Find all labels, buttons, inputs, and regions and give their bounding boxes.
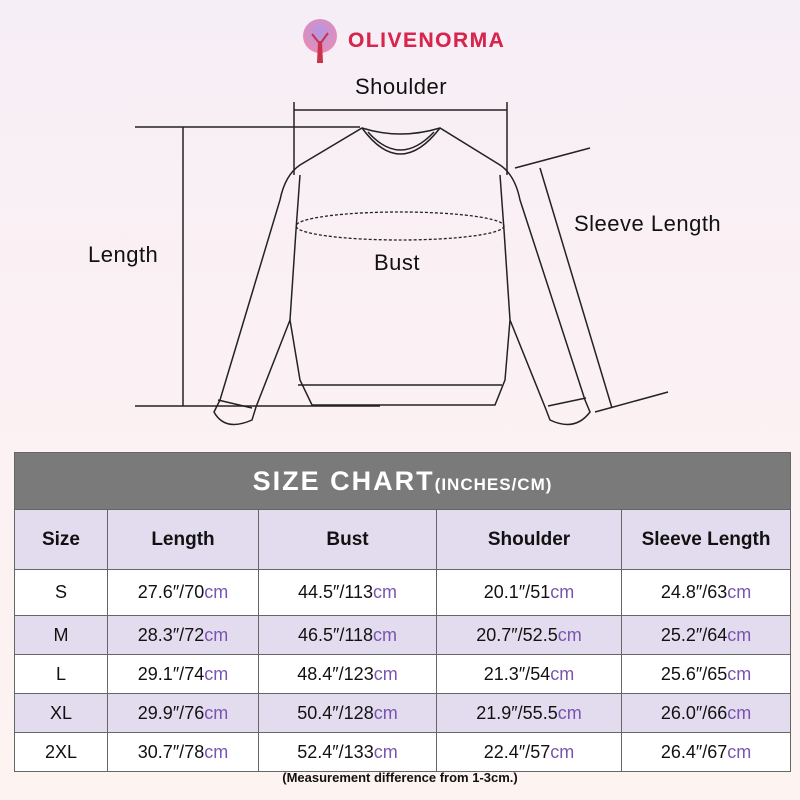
measurement-cell: 20.1″/51cm xyxy=(436,569,622,616)
measurement-cell: 26.4″/67cm xyxy=(620,732,792,772)
length-label: Length xyxy=(88,242,159,267)
size-cell: XL xyxy=(14,693,108,733)
header-length: Length xyxy=(107,509,259,570)
brand-logo: OLIVENORMA xyxy=(298,18,505,64)
header-sleeve-length: Sleeve Length xyxy=(620,509,792,570)
measurement-cell: 25.2″/64cm xyxy=(620,615,792,655)
measurement-cell: 21.9″/55.5cm xyxy=(436,693,622,733)
measurement-cell: 48.4″/123cm xyxy=(258,654,437,694)
table-row: XL 29.9″/76cm 50.4″/128cm 21.9″/55.5cm 26.0″… xyxy=(14,693,792,733)
size-cell: L xyxy=(14,654,108,694)
size-chart-table: SIZE CHART(INCHES/CM) Size Length Bust S… xyxy=(13,452,792,772)
size-cell: S xyxy=(14,569,108,616)
measurement-cell: 20.7″/52.5cm xyxy=(436,615,622,655)
measurement-cell: 29.1″/74cm xyxy=(107,654,259,694)
measurement-cell: 52.4″/133cm xyxy=(258,732,437,772)
header-size: Size xyxy=(14,509,108,570)
measurement-cell: 26.0″/66cm xyxy=(620,693,792,733)
sleeve-length-label: Sleeve Length xyxy=(574,211,722,236)
shoulder-label: Shoulder xyxy=(355,74,448,99)
brand-name: OLIVENORMA xyxy=(348,29,506,52)
bust-label: Bust xyxy=(374,250,421,275)
header-shoulder: Shoulder xyxy=(436,509,622,570)
tree-icon xyxy=(303,19,337,63)
measurement-cell: 46.5″/118cm xyxy=(258,615,437,655)
measurement-cell: 29.9″/76cm xyxy=(107,693,259,733)
measurement-cell: 21.3″/54cm xyxy=(436,654,622,694)
sweater-diagram xyxy=(135,102,669,426)
measurement-cell: 28.3″/72cm xyxy=(107,615,259,655)
measurement-cell: 24.8″/63cm xyxy=(620,569,792,616)
table-row: S 27.6″/70cm 44.5″/113cm 20.1″/51cm 24.8″/63… xyxy=(14,569,792,616)
table-title: SIZE CHART(INCHES/CM) xyxy=(13,452,792,510)
table-row: L 29.1″/74cm 48.4″/123cm 21.3″/54cm 25.6″/65… xyxy=(14,654,792,694)
measurement-cell: 22.4″/57cm xyxy=(436,732,622,772)
measurement-cell: 25.6″/65cm xyxy=(620,654,792,694)
measurement-cell: 30.7″/78cm xyxy=(107,732,259,772)
header-bust: Bust xyxy=(258,509,437,570)
measurement-cell: 44.5″/113cm xyxy=(258,569,437,616)
size-cell: 2XL xyxy=(14,732,108,772)
table-row: M 28.3″/72cm 46.5″/118cm 20.7″/52.5cm 25.2″/… xyxy=(14,615,792,655)
table-row: 2XL 30.7″/78cm 52.4″/133cm 22.4″/57cm 26.4″/… xyxy=(14,732,792,772)
measurement-note: (Measurement difference from 1-3cm.) xyxy=(282,770,518,785)
measurement-cell: 50.4″/128cm xyxy=(258,693,437,733)
measurement-cell: 27.6″/70cm xyxy=(107,569,259,616)
size-cell: M xyxy=(14,615,108,655)
